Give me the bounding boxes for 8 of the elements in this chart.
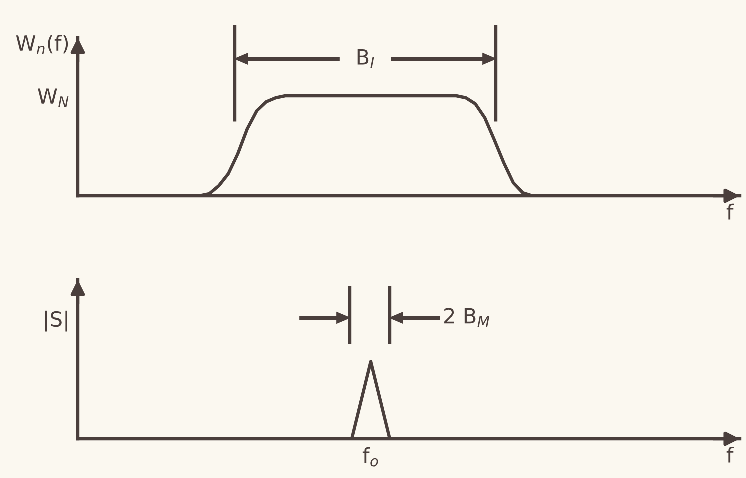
x-axis-title: f — [726, 446, 734, 463]
text: f$_{o}$ — [362, 447, 378, 467]
text: B$_{I}$ — [358, 50, 374, 68]
text: W$_{N}$ — [38, 88, 69, 108]
x-axis-title: f — [726, 204, 734, 220]
y-axis-title: |S| — [45, 310, 68, 332]
y-axis-title: W$_{n}$(f) — [16, 35, 68, 54]
text: 2 B$_{M}$ — [444, 308, 490, 328]
